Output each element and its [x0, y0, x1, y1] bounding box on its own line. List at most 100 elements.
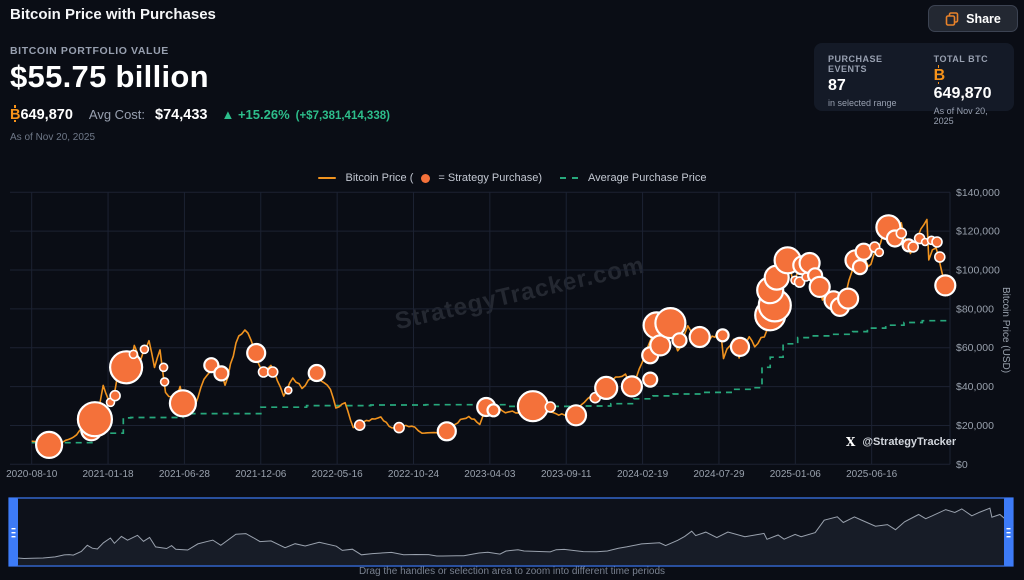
btc-holdings: B649,870 [10, 105, 73, 124]
navigator-chart[interactable] [0, 494, 1024, 580]
up-arrow-icon: ▲ [221, 107, 235, 122]
portfolio-stats-row: B649,870 Avg Cost: $74,433 ▲ +15.26% (+$… [10, 105, 390, 124]
purchase-marker[interactable] [620, 375, 644, 398]
purchase-marker[interactable] [393, 421, 405, 434]
y-tick-label: $100,000 [956, 265, 1000, 277]
purchase-marker[interactable] [934, 274, 957, 297]
purchase-marker[interactable] [283, 386, 293, 395]
purchase-markers [34, 214, 957, 459]
x-tick-label: 2021-06-28 [159, 469, 211, 480]
y-tick-label: $40,000 [956, 381, 994, 393]
main-chart[interactable]: $0 $20,000 $40,000 $60,000 $80,000 $100,000 $1… [0, 185, 1024, 485]
purchase-events-label: PURCHASE EVENTS [828, 54, 883, 74]
navigator-left-handle[interactable] [9, 498, 18, 566]
y-axis-title: Bitcoin Price (USD) [1000, 287, 1011, 373]
purchase-marker[interactable] [108, 350, 144, 385]
purchase-marker[interactable] [34, 430, 64, 459]
avg-cost-label: Avg Cost: [88, 107, 146, 122]
chart-legend: Bitcoin Price ( = Strategy Purchase) Ave… [0, 172, 1024, 184]
x-tick-label: 2020-08-10 [6, 469, 58, 480]
y-tick-label: $140,000 [956, 187, 1000, 199]
purchase-marker[interactable] [168, 389, 197, 418]
x-tick-label: 2024-02-19 [617, 469, 669, 480]
purchase-marker[interactable] [76, 401, 114, 438]
purchase-marker[interactable] [688, 325, 711, 349]
x-tick-label: 2023-04-03 [464, 469, 516, 480]
legend-price-label[interactable]: Bitcoin Price ( [345, 172, 414, 184]
y-tick-label: $80,000 [956, 303, 994, 315]
purchase-marker[interactable] [203, 357, 220, 374]
purchase-marker[interactable] [642, 371, 659, 388]
purchase-marker[interactable] [213, 365, 230, 382]
purchase-marker[interactable] [671, 332, 688, 349]
share-button[interactable]: Share [928, 5, 1018, 32]
purchase-marker[interactable] [931, 236, 943, 248]
x-tick-label: 2022-05-16 [312, 469, 364, 480]
total-btc-value: B649,870 [933, 65, 992, 102]
total-btc-stat: TOTAL BTC B649,870 As of Nov 20, 2025 [933, 54, 1000, 126]
y-tick-label: $20,000 [956, 420, 994, 432]
share-copy-icon [945, 11, 959, 26]
purchase-marker[interactable] [933, 251, 946, 263]
y-tick-label: $120,000 [956, 226, 1000, 238]
purchase-marker[interactable] [874, 247, 885, 258]
x-tick-label: 2025-06-16 [846, 469, 898, 480]
x-tick-label: 2021-01-18 [82, 469, 134, 480]
stats-card: PURCHASE EVENTS 87 in selected range TOT… [814, 43, 1014, 126]
legend-purchase-label[interactable]: = Strategy Purchase) [438, 172, 543, 184]
purchase-marker[interactable] [353, 419, 366, 431]
portfolio-label: BITCOIN PORTFOLIO VALUE [10, 45, 169, 57]
purchase-marker[interactable] [158, 362, 169, 373]
x-tick-label: 2022-10-24 [388, 469, 440, 480]
page-title: Bitcoin Price with Purchases [10, 6, 216, 23]
purchase-marker[interactable] [436, 421, 457, 442]
x-tick-label: 2024-07-29 [693, 469, 745, 480]
btc-symbol-icon: B [10, 105, 21, 123]
purchase-marker[interactable] [139, 344, 150, 355]
avg-purchase-price-line [31, 319, 949, 444]
btc-symbol-icon: B [933, 65, 946, 84]
avg-line-swatch [560, 177, 579, 179]
purchase-marker[interactable] [907, 241, 920, 253]
purchase-marker[interactable] [808, 275, 831, 299]
purchase-marker[interactable] [729, 336, 751, 357]
btc-amount: 649,870 [20, 107, 73, 123]
navigator-hint: Drag the handles or selection area to zo… [358, 566, 666, 577]
total-btc-label: TOTAL BTC [933, 54, 989, 64]
purchase-marker[interactable] [895, 227, 908, 240]
as-of-date: As of Nov 20, 2025 [10, 132, 96, 143]
navigator-price-line [8, 507, 1014, 560]
purchase-marker[interactable] [594, 375, 619, 400]
x-tick-label: 2021-12-06 [235, 469, 287, 480]
purchase-marker[interactable] [836, 287, 860, 310]
purchase-dot-swatch [421, 173, 431, 183]
change-percent: ▲ +15.26% [221, 107, 290, 122]
purchase-marker[interactable] [307, 363, 326, 383]
purchase-marker[interactable] [654, 307, 687, 340]
purchase-marker[interactable] [109, 389, 121, 402]
purchase-marker[interactable] [246, 342, 267, 364]
purchase-events-value: 87 [828, 77, 846, 94]
total-btc-sub: As of Nov 20, 2025 [933, 106, 988, 126]
portfolio-value: $55.75 billion [10, 59, 209, 94]
purchase-marker[interactable] [564, 404, 588, 427]
avg-cost-value: $74,433 [155, 107, 208, 123]
purchase-events-stat: PURCHASE EVENTS 87 in selected range [828, 54, 912, 108]
navigator-right-handle[interactable] [1004, 498, 1013, 566]
purchase-marker[interactable] [715, 328, 730, 343]
purchase-marker[interactable] [128, 349, 139, 360]
x-tick-label: 2025-01-06 [770, 469, 822, 480]
purchase-marker[interactable] [544, 401, 557, 413]
legend-avg-label[interactable]: Average Purchase Price [588, 172, 707, 184]
share-label: Share [966, 11, 1001, 26]
x-logo-icon: X [846, 435, 856, 449]
purchase-marker[interactable] [159, 377, 170, 387]
navigator-area-fill [9, 508, 1013, 565]
purchase-marker[interactable] [266, 366, 279, 378]
purchase-marker[interactable] [486, 403, 501, 418]
price-line-swatch [317, 177, 336, 179]
y-tick-label: $0 [956, 459, 968, 471]
y-tick-label: $60,000 [956, 342, 994, 354]
purchase-marker[interactable] [516, 390, 550, 423]
purchase-marker[interactable] [851, 258, 869, 276]
